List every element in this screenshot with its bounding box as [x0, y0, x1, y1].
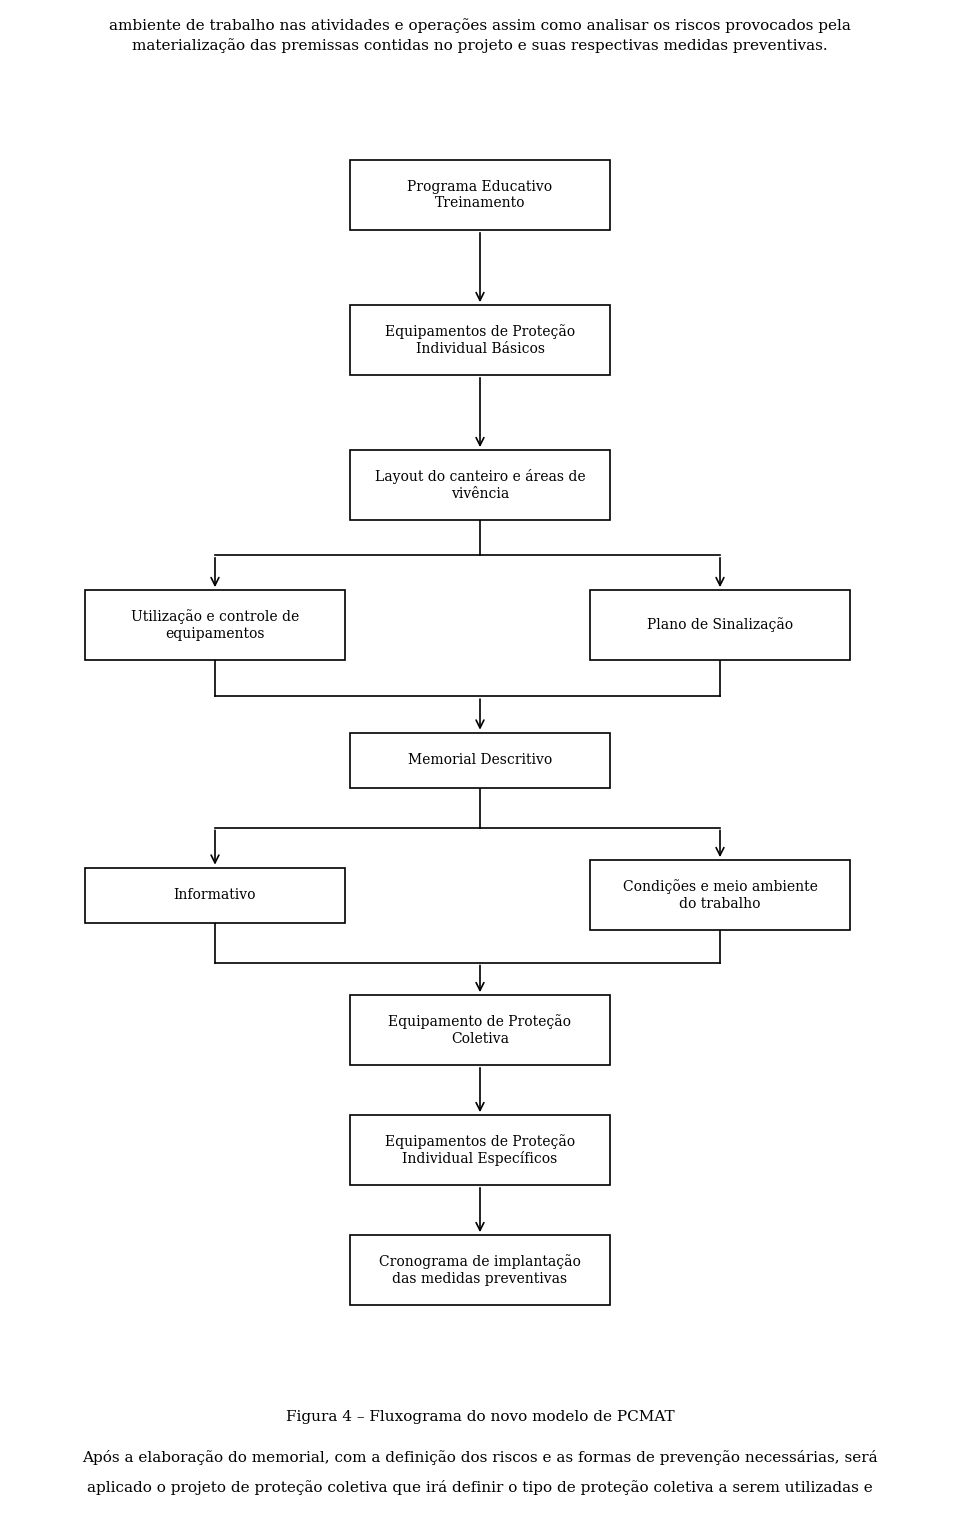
Text: Após a elaboração do memorial, com a definição dos riscos e as formas de prevenç: Após a elaboração do memorial, com a def… — [83, 1450, 877, 1465]
Text: ambiente de trabalho nas atividades e operações assim como analisar os riscos pr: ambiente de trabalho nas atividades e op… — [109, 18, 851, 32]
Bar — [590, 589, 850, 660]
Bar — [590, 860, 850, 929]
Text: Utilização e controle de
equipamentos: Utilização e controle de equipamentos — [131, 609, 300, 640]
Text: Programa Educativo
Treinamento: Programa Educativo Treinamento — [407, 181, 553, 210]
Text: Equipamentos de Proteção
Individual Básicos: Equipamentos de Proteção Individual Bási… — [385, 325, 575, 355]
Bar — [350, 1236, 610, 1304]
Text: Layout do canteiro e áreas de
vivência: Layout do canteiro e áreas de vivência — [374, 470, 586, 501]
Bar — [350, 161, 610, 230]
Text: materialização das premissas contidas no projeto e suas respectivas medidas prev: materialização das premissas contidas no… — [132, 38, 828, 52]
Text: Condições e meio ambiente
do trabalho: Condições e meio ambiente do trabalho — [623, 879, 817, 911]
Bar — [350, 1115, 610, 1185]
Bar — [350, 305, 610, 375]
Bar — [350, 995, 610, 1066]
Text: aplicado o projeto de proteção coletiva que irá definir o tipo de proteção colet: aplicado o projeto de proteção coletiva … — [87, 1480, 873, 1494]
Text: Memorial Descritivo: Memorial Descritivo — [408, 753, 552, 767]
Bar — [350, 450, 610, 521]
Text: Equipamentos de Proteção
Individual Específicos: Equipamentos de Proteção Individual Espe… — [385, 1134, 575, 1167]
Bar — [350, 732, 610, 787]
Bar — [85, 868, 345, 923]
Text: Equipamento de Proteção
Coletiva: Equipamento de Proteção Coletiva — [389, 1015, 571, 1046]
Text: Informativo: Informativo — [174, 888, 256, 902]
Text: Plano de Sinalização: Plano de Sinalização — [647, 617, 793, 632]
Text: Cronograma de implantação
das medidas preventivas: Cronograma de implantação das medidas pr… — [379, 1254, 581, 1286]
Text: Figura 4 – Fluxograma do novo modelo de PCMAT: Figura 4 – Fluxograma do novo modelo de … — [286, 1410, 674, 1424]
Bar — [85, 589, 345, 660]
